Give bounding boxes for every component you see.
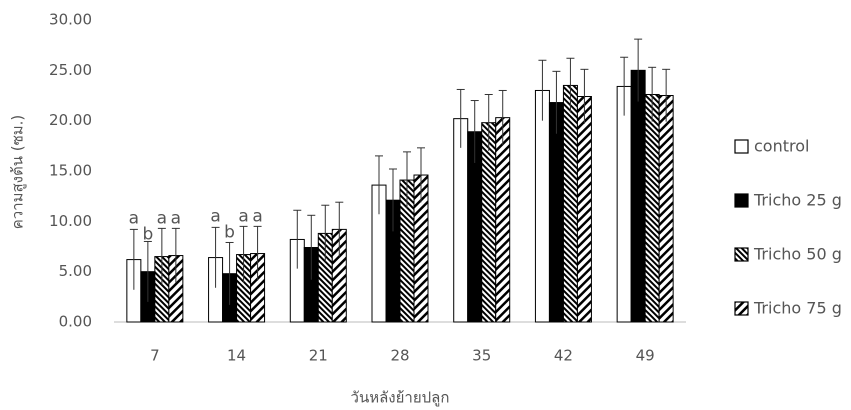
x-tick-label: 7 — [150, 347, 160, 365]
significance-letter: b — [224, 222, 235, 242]
significance-letter: a — [252, 206, 262, 226]
significance-letter: a — [171, 208, 181, 228]
legend-swatch — [734, 193, 749, 208]
x-tick-label: 42 — [554, 347, 573, 365]
legend-label: control — [754, 137, 809, 156]
significance-letter: a — [238, 206, 248, 226]
y-tick-label: 30.00 — [49, 11, 92, 29]
x-tick-label: 21 — [309, 347, 328, 365]
bar — [495, 117, 511, 323]
bar — [562, 84, 578, 323]
bar — [630, 69, 646, 323]
bar — [616, 85, 632, 323]
y-axis-label: ความสูงต้น (ซม.) — [9, 115, 27, 230]
y-tick-label: 5.00 — [59, 262, 92, 280]
bar — [658, 95, 674, 323]
bar — [453, 118, 469, 323]
y-tick-label: 10.00 — [49, 212, 92, 230]
legend-swatch — [734, 247, 749, 262]
bar — [481, 122, 497, 323]
y-tick-label: 0.00 — [59, 313, 92, 331]
y-tick-label: 15.00 — [49, 162, 92, 180]
legend-label: Tricho 75 g — [753, 299, 842, 318]
bar — [534, 89, 550, 323]
legend-label: Tricho 50 g — [753, 245, 842, 264]
significance-letter: a — [210, 206, 220, 226]
x-tick-label: 14 — [227, 347, 246, 365]
bar — [548, 102, 564, 323]
y-tick-label: 25.00 — [49, 61, 92, 79]
significance-letter: a — [129, 208, 139, 228]
y-tick-label: 20.00 — [49, 111, 92, 129]
x-tick-label: 28 — [390, 347, 409, 365]
x-axis-label: วันหลังย้ายปลูก — [351, 389, 450, 407]
x-tick-label: 35 — [472, 347, 491, 365]
legend-label: Tricho 25 g — [753, 191, 842, 210]
x-tick-label: 49 — [636, 347, 655, 365]
bar — [644, 93, 660, 323]
legend-swatch — [734, 301, 749, 316]
legend-swatch — [734, 139, 749, 154]
significance-letter: b — [142, 224, 153, 244]
significance-letter: a — [157, 208, 167, 228]
bar — [576, 96, 592, 323]
